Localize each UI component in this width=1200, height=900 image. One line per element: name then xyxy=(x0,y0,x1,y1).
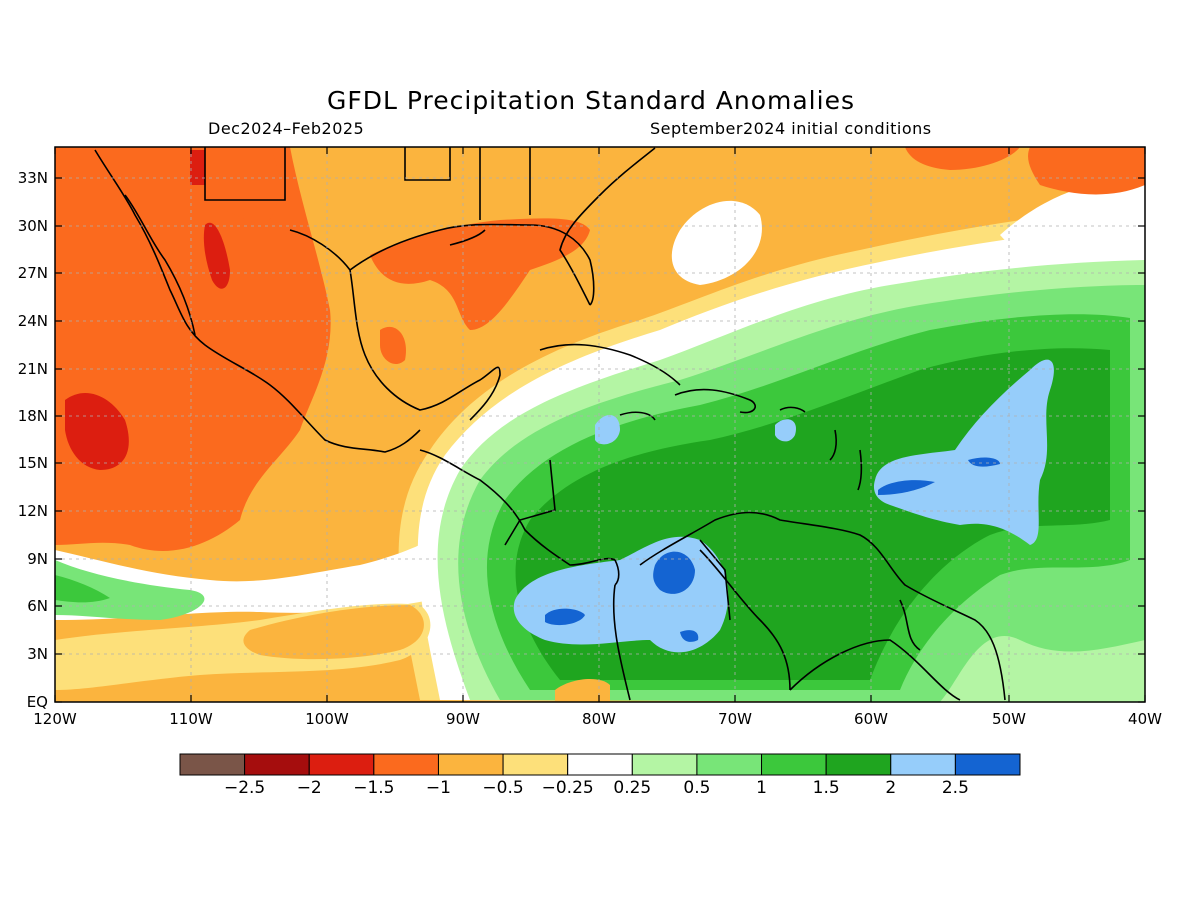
colorbar-label: 2 xyxy=(885,778,896,798)
colorbar-swatch xyxy=(761,753,827,776)
lon-tick-label: 100W xyxy=(305,710,349,728)
colorbar-swatch xyxy=(954,753,1021,776)
lon-tick-label: 50W xyxy=(992,710,1026,728)
lon-tick-label: 90W xyxy=(446,710,480,728)
colorbar-label: −2.5 xyxy=(224,778,265,798)
colorbar-swatch xyxy=(244,753,310,776)
colorbar-label: 1.5 xyxy=(813,778,840,798)
strong-dry-pacific xyxy=(65,392,129,470)
lat-tick-label: 18N xyxy=(18,407,48,425)
colorbar-label: 0.5 xyxy=(683,778,710,798)
colorbar-label: 1 xyxy=(756,778,767,798)
colorbar-swatch xyxy=(502,753,569,776)
colorbar-swatch xyxy=(179,753,246,776)
colorbar-label: −0.25 xyxy=(542,778,594,798)
colorbar-swatch xyxy=(437,753,504,776)
anomaly-fill xyxy=(55,147,1145,702)
initial-conditions-subtitle: September2024 initial conditions xyxy=(650,119,932,138)
lon-tick-label: 40W xyxy=(1128,710,1162,728)
lat-tick-label: 27N xyxy=(18,264,48,282)
lat-tick-label: 3N xyxy=(27,645,48,663)
latitude-axis: 33N 30N 27N 24N 21N 18N 15N 12N 9N 6N 3N EQ xyxy=(18,169,1145,711)
colorbar-label: −0.5 xyxy=(482,778,523,798)
colorbar-label: 2.5 xyxy=(942,778,969,798)
grid xyxy=(55,147,1145,702)
colorbar-swatch xyxy=(696,753,763,776)
lon-tick-label: 80W xyxy=(582,710,616,728)
extreme-wet-colombia xyxy=(653,551,695,594)
colorbar-swatch xyxy=(825,753,892,776)
coastlines xyxy=(94,147,1006,701)
lon-tick-label: 60W xyxy=(854,710,888,728)
lat-tick-label: 6N xyxy=(27,597,48,615)
colorbar-label: −1.5 xyxy=(353,778,394,798)
colorbar-label: −1 xyxy=(426,778,451,798)
dry-region-gulf xyxy=(370,218,590,330)
lat-tick-label: 24N xyxy=(18,312,48,330)
colorbar-label: 0.25 xyxy=(613,778,651,798)
lat-tick-label: 30N xyxy=(18,217,48,235)
lat-tick-label: 15N xyxy=(18,454,48,472)
colorbar-swatch xyxy=(631,753,698,776)
lat-tick-label: 9N xyxy=(27,550,48,568)
colorbar-swatch xyxy=(567,753,633,776)
longitude-axis: 120W 110W 100W 90W 80W 70W 60W 50W 40W xyxy=(33,147,1162,728)
colorbar-swatch xyxy=(373,753,439,776)
wet-pacific-band xyxy=(55,560,205,620)
lat-tick-label: 33N xyxy=(18,169,48,187)
colorbar-swatch xyxy=(308,753,375,776)
lat-tick-label: 21N xyxy=(18,360,48,378)
map-title: GFDL Precipitation Standard Anomalies xyxy=(327,86,855,115)
lon-tick-label: 70W xyxy=(718,710,752,728)
lat-tick-label: EQ xyxy=(27,693,48,711)
colorbar-label: −2 xyxy=(297,778,322,798)
colorbar: −2.5 −2 −1.5 −1 −0.5 −0.25 0.25 0.5 1 1.5 2 2.5 xyxy=(179,753,1021,798)
lat-tick-label: 12N xyxy=(18,502,48,520)
lon-tick-label: 110W xyxy=(169,710,213,728)
map-frame xyxy=(54,146,1146,703)
colorbar-swatch xyxy=(890,753,956,776)
lon-tick-label: 120W xyxy=(33,710,77,728)
season-subtitle: Dec2024–Feb2025 xyxy=(208,119,365,138)
